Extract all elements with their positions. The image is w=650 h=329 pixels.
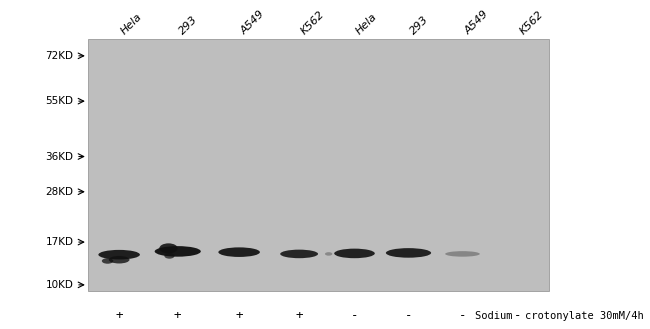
Text: 55KD: 55KD [46,96,73,106]
Text: +: + [235,309,243,322]
Text: 36KD: 36KD [46,152,73,162]
Text: 293: 293 [177,14,200,36]
Text: 10KD: 10KD [46,280,73,290]
Text: 293: 293 [408,14,431,36]
Text: -: - [351,309,358,322]
Text: 28KD: 28KD [46,187,73,197]
Text: -: - [459,309,466,322]
Ellipse shape [164,253,174,259]
Text: +: + [116,309,123,322]
Text: 17KD: 17KD [46,237,73,247]
Text: -: - [514,309,521,322]
Ellipse shape [334,249,375,258]
Bar [88,39,549,291]
Text: -: - [405,309,412,322]
Text: K562: K562 [518,9,545,36]
Text: Hela: Hela [354,11,380,36]
Text: +: + [174,309,181,322]
Ellipse shape [386,248,431,258]
Text: Sodium  crotonylate 30mM/4h: Sodium crotonylate 30mM/4h [474,311,644,321]
Ellipse shape [155,246,201,257]
Ellipse shape [98,250,140,260]
Ellipse shape [102,258,113,264]
Text: A549: A549 [463,9,490,36]
Ellipse shape [159,243,177,253]
Text: A549: A549 [239,9,266,36]
Ellipse shape [109,256,129,264]
Text: +: + [295,309,303,322]
Ellipse shape [445,251,480,257]
Text: Hela: Hela [119,11,144,36]
Ellipse shape [325,252,332,256]
Ellipse shape [218,247,260,257]
Text: 72KD: 72KD [46,51,73,61]
Ellipse shape [280,250,318,258]
Text: K562: K562 [299,9,326,36]
